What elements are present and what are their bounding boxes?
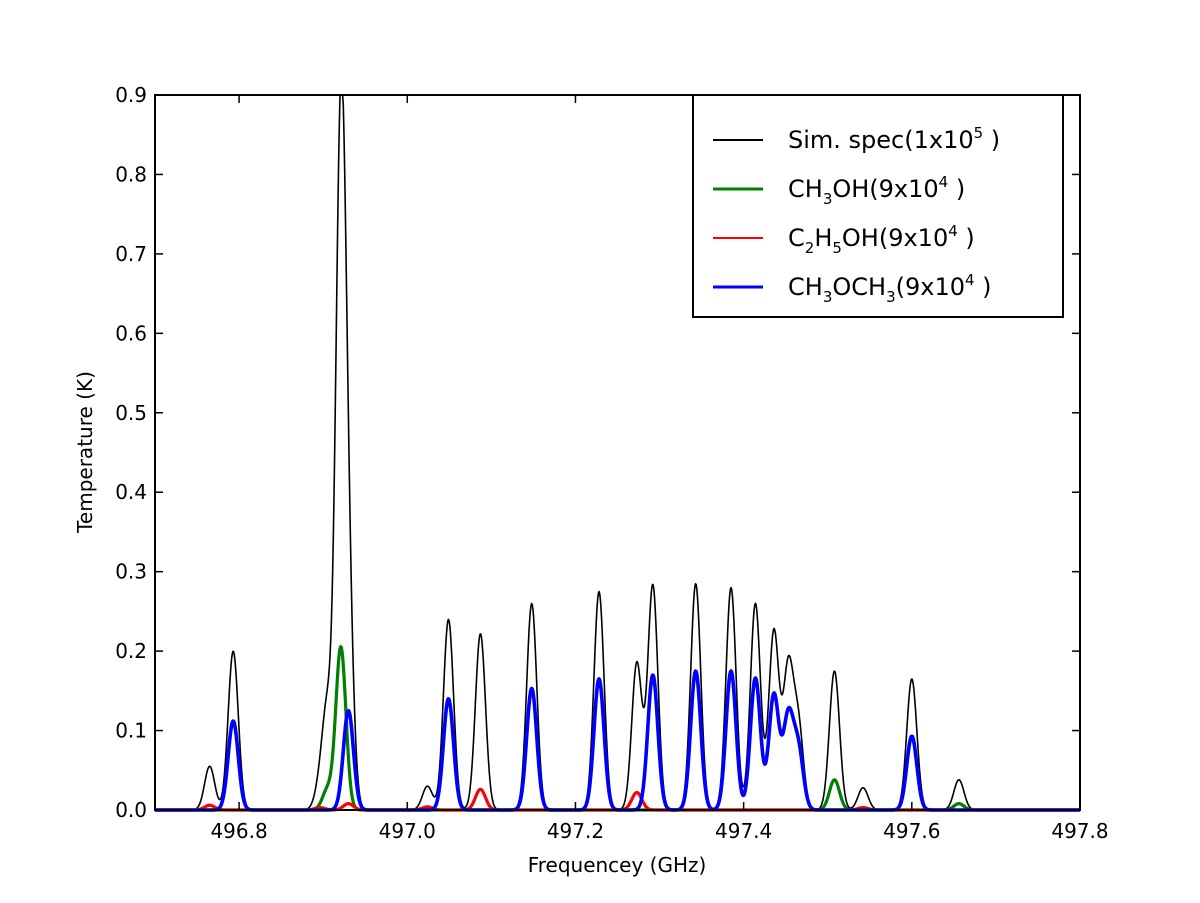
legend-entry: Sim. spec(1x105 ) bbox=[788, 124, 1000, 154]
legend-text-part: CH bbox=[788, 175, 823, 203]
legend-text-part: ) bbox=[958, 224, 975, 252]
legend-text-part: CH bbox=[788, 273, 823, 301]
y-tick-label: 0.7 bbox=[115, 242, 147, 266]
legend-text-part: OH(9x10 bbox=[842, 224, 948, 252]
legend-text-part: Sim. spec(1x10 bbox=[788, 126, 974, 154]
legend-frame bbox=[692, 94, 1064, 318]
legend-script-part: 4 bbox=[939, 173, 949, 191]
y-tick-label: 0.0 bbox=[115, 798, 147, 822]
legend-text-part: C bbox=[788, 224, 805, 252]
legend-entry: CH3OCH3(9x104 ) bbox=[788, 271, 992, 306]
y-tick-label: 0.3 bbox=[115, 560, 147, 584]
x-axis-label: Frequencey (GHz) bbox=[528, 853, 707, 877]
ticks-layer: 0.0 0.1 0.2 0.3 0.4 0.5 0.6 0.7 0.8 0.9 496.8 497.0… bbox=[115, 83, 1108, 843]
legend-text-part: (9x10 bbox=[896, 273, 965, 301]
legend: Sim. spec(1x105 )CH3OH(9x104 )C2H5OH(9x1… bbox=[692, 94, 1064, 318]
legend-script-part: 5 bbox=[974, 124, 984, 142]
y-tick-label: 0.4 bbox=[115, 480, 147, 504]
y-tick-label: 0.2 bbox=[115, 639, 147, 663]
legend-script-part: 4 bbox=[948, 222, 958, 240]
legend-text-part: OH(9x10 bbox=[832, 175, 938, 203]
legend-entry: C2H5OH(9x104 ) bbox=[788, 222, 975, 257]
legend-text-part: ) bbox=[983, 126, 1000, 154]
legend-text-part: ) bbox=[975, 273, 992, 301]
plot-frame bbox=[154, 94, 1081, 811]
y-tick-label: 0.1 bbox=[115, 719, 147, 743]
legend-text-part: ) bbox=[948, 175, 965, 203]
legend-text-part: OCH bbox=[832, 273, 886, 301]
y-tick-label: 0.5 bbox=[115, 401, 147, 425]
legend-script-part: 3 bbox=[886, 288, 896, 306]
legend-entry: CH3OH(9x104 ) bbox=[788, 173, 965, 208]
y-axis-label: Temperature (K) bbox=[73, 371, 97, 534]
legend-script-part: 3 bbox=[823, 190, 833, 208]
x-tick-label: 497.6 bbox=[883, 819, 940, 843]
x-tick-label: 497.0 bbox=[379, 819, 436, 843]
x-tick-label: 497.4 bbox=[715, 819, 772, 843]
x-tick-label: 496.8 bbox=[210, 819, 267, 843]
x-tick-label: 497.8 bbox=[1051, 819, 1108, 843]
y-tick-label: 0.9 bbox=[115, 83, 147, 107]
x-tick-label: 497.2 bbox=[547, 819, 604, 843]
legend-script-part: 3 bbox=[823, 288, 833, 306]
legend-text-part: H bbox=[814, 224, 832, 252]
legend-script-part: 5 bbox=[832, 239, 842, 257]
legend-script-part: 2 bbox=[805, 239, 815, 257]
legend-script-part: 4 bbox=[965, 271, 975, 289]
y-tick-label: 0.6 bbox=[115, 321, 147, 345]
y-tick-label: 0.8 bbox=[115, 162, 147, 186]
